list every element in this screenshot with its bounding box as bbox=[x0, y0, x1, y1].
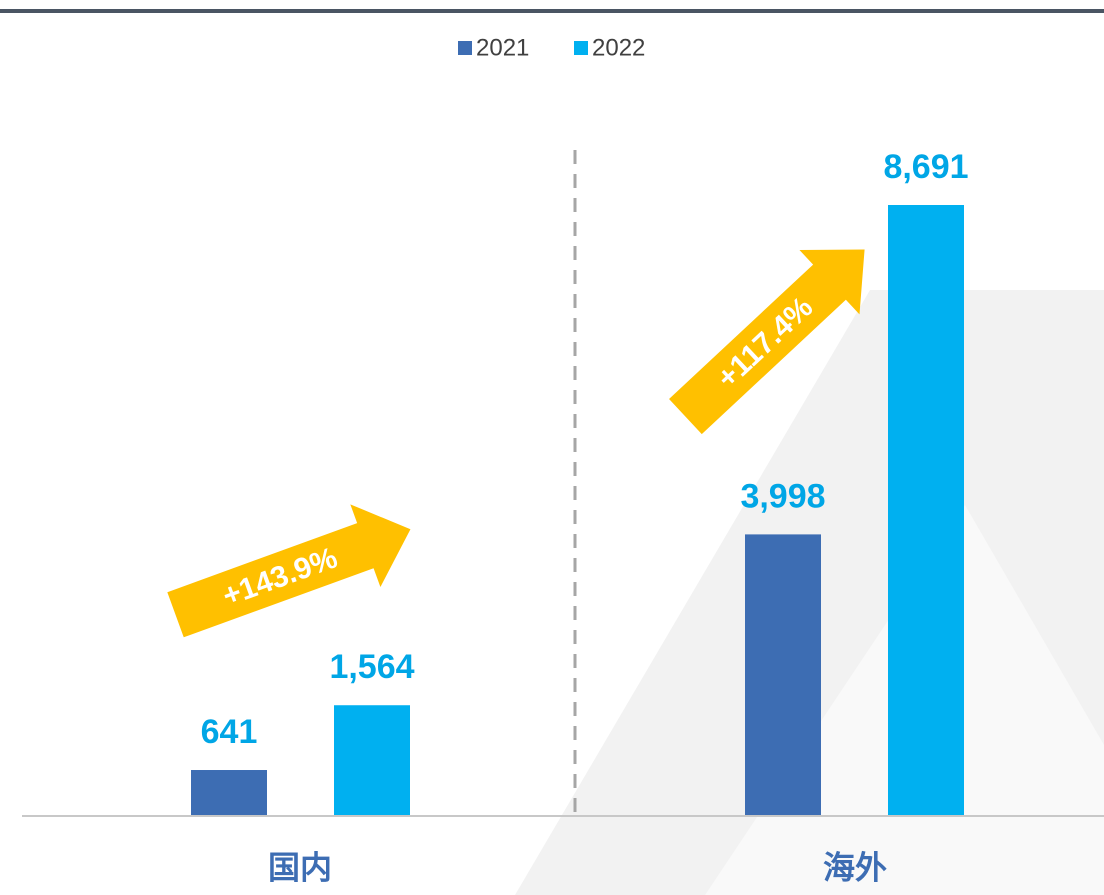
legend-label: 2022 bbox=[592, 34, 645, 61]
bar bbox=[334, 705, 410, 815]
legend-label: 2021 bbox=[476, 34, 529, 61]
legend-swatch bbox=[458, 41, 472, 55]
x-tick-label: 海外 bbox=[823, 849, 887, 885]
bar bbox=[745, 534, 821, 815]
data-label: 8,691 bbox=[883, 148, 968, 186]
annotation: +117.4% bbox=[711, 291, 820, 395]
x-tick-label: 国内 bbox=[268, 849, 332, 885]
arrow-shape bbox=[167, 504, 411, 638]
legend-swatch bbox=[574, 41, 588, 55]
data-label: 3,998 bbox=[740, 477, 825, 515]
bar bbox=[888, 205, 964, 815]
bar bbox=[191, 770, 267, 815]
data-label: 641 bbox=[201, 713, 258, 751]
arrow-shape bbox=[669, 249, 865, 435]
growth-arrow: +143.9% bbox=[167, 504, 411, 638]
top-rule bbox=[0, 9, 1104, 13]
data-label: 1,564 bbox=[329, 648, 414, 686]
